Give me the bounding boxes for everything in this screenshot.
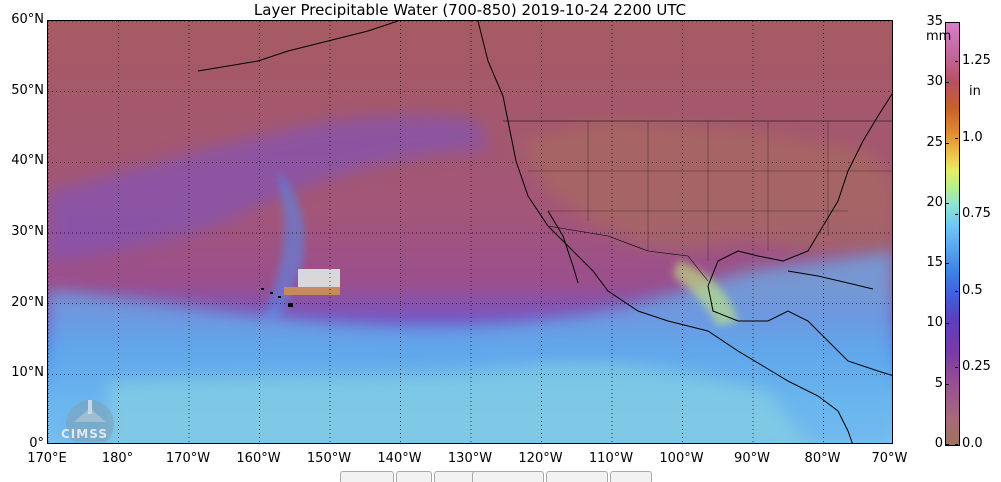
colorbar-mm-tickmark bbox=[946, 323, 949, 325]
colorbar-in-tickmark bbox=[955, 444, 958, 445]
lat-tick-label: 40°N bbox=[11, 153, 44, 169]
lat-tick-label: 20°N bbox=[11, 294, 44, 310]
lon-tick-label: 110°W bbox=[588, 451, 634, 466]
baja-peninsula bbox=[547, 210, 579, 284]
colorbar-in-tick: 0.5 bbox=[962, 282, 983, 298]
state-borders bbox=[528, 121, 892, 261]
lat-tick-label: 60°N bbox=[11, 12, 44, 27]
missing-data-edge bbox=[284, 287, 340, 295]
map-title: Layer Precipitable Water (700-850) 2019-… bbox=[253, 1, 687, 19]
colorbar-mm-tick: 25 bbox=[926, 134, 943, 150]
colorbar bbox=[945, 22, 960, 446]
map-canvas bbox=[48, 21, 892, 443]
colorbar-mm-tick: 20 bbox=[926, 194, 943, 210]
bottom-tab-6[interactable] bbox=[610, 471, 652, 482]
lon-tick-label: 140°W bbox=[377, 451, 422, 466]
lon-tick-label: 180° bbox=[101, 451, 134, 466]
colorbar-in-tick: 1.0 bbox=[962, 129, 983, 145]
colorbar-mm-tick: 15 bbox=[926, 255, 943, 271]
lat-tick-label: 30°N bbox=[11, 224, 44, 239]
lon-tick-label: 150°W bbox=[306, 451, 352, 466]
bottom-tab-1[interactable] bbox=[340, 471, 394, 482]
colorbar-in-tickmark bbox=[955, 214, 958, 216]
cimss-logo-text: CIMSS bbox=[61, 427, 108, 441]
lon-tick-label: 100°W bbox=[659, 451, 704, 466]
bottom-tab-3[interactable] bbox=[434, 471, 476, 482]
colorbar-mm-tick: 10 bbox=[926, 315, 943, 331]
lon-tick-label: 170°W bbox=[165, 451, 211, 466]
colorbar-in-tickmark bbox=[955, 137, 958, 139]
caribbean-islands bbox=[787, 270, 874, 290]
lon-tick-label: 90°W bbox=[734, 451, 770, 466]
colorbar-mm-tickmark bbox=[946, 383, 949, 385]
bottom-tab-2[interactable] bbox=[396, 471, 432, 482]
colorbar-mm-tickmark bbox=[946, 202, 949, 204]
colorbar-mm-tickmark bbox=[946, 142, 949, 144]
colorbar-mm-tick: 30 bbox=[926, 74, 943, 90]
colorbar-mm-tickmark bbox=[946, 82, 949, 84]
colorbar-mm-tick: 0 bbox=[934, 436, 943, 451]
bottom-tab-4[interactable] bbox=[472, 471, 544, 482]
lon-tick-label: 160°W bbox=[236, 451, 281, 466]
colorbar-mm-unit: mm bbox=[926, 29, 952, 44]
colorbar-in-tickmark bbox=[955, 61, 958, 63]
colorbar-mm-tickmark bbox=[946, 444, 949, 445]
hawaiian-islands bbox=[261, 288, 293, 307]
bottom-tab-5[interactable] bbox=[546, 471, 608, 482]
colorbar-mm-tick: 5 bbox=[934, 375, 943, 391]
itcz-moisture bbox=[108, 362, 807, 443]
dry-land-region bbox=[518, 121, 892, 251]
lat-tick-label: 10°N bbox=[11, 365, 44, 381]
lat-tick-label: 0° bbox=[29, 436, 44, 451]
colorbar-mm-tickmark bbox=[946, 263, 949, 265]
colorbar-in-unit: in bbox=[969, 84, 981, 99]
lon-tick-label: 120°W bbox=[518, 451, 563, 466]
americas-west-coastline bbox=[477, 21, 853, 443]
gulf-east-coastline bbox=[707, 93, 892, 376]
cimss-logo bbox=[66, 400, 114, 442]
precipitable-water-map[interactable] bbox=[47, 20, 893, 444]
graticule bbox=[48, 21, 892, 443]
lon-tick-label: 70°W bbox=[871, 451, 908, 466]
lon-tick-label: 170°E bbox=[27, 451, 67, 466]
colorbar-in-tick: 0.75 bbox=[962, 206, 991, 222]
colorbar-in-tick: 0.0 bbox=[962, 436, 983, 451]
colorbar-in-tick: 1.25 bbox=[962, 53, 991, 69]
pacific-moisture-plume bbox=[48, 115, 488, 261]
aleutian-alaska-coast bbox=[197, 21, 399, 72]
cloud-swirl-band bbox=[263, 171, 305, 321]
colorbar-mm-tickmark bbox=[946, 22, 949, 23]
lon-tick-label: 80°W bbox=[804, 451, 841, 466]
gulf-moisture bbox=[673, 261, 738, 326]
lon-tick-label: 130°W bbox=[447, 451, 493, 466]
lat-tick-label: 50°N bbox=[11, 82, 44, 98]
colorbar-in-tickmark bbox=[955, 290, 958, 292]
colorbar-mm-tick: 35 bbox=[926, 14, 943, 29]
colorbar-in-tickmark bbox=[955, 367, 958, 369]
colorbar-in-tick: 0.25 bbox=[962, 359, 991, 375]
